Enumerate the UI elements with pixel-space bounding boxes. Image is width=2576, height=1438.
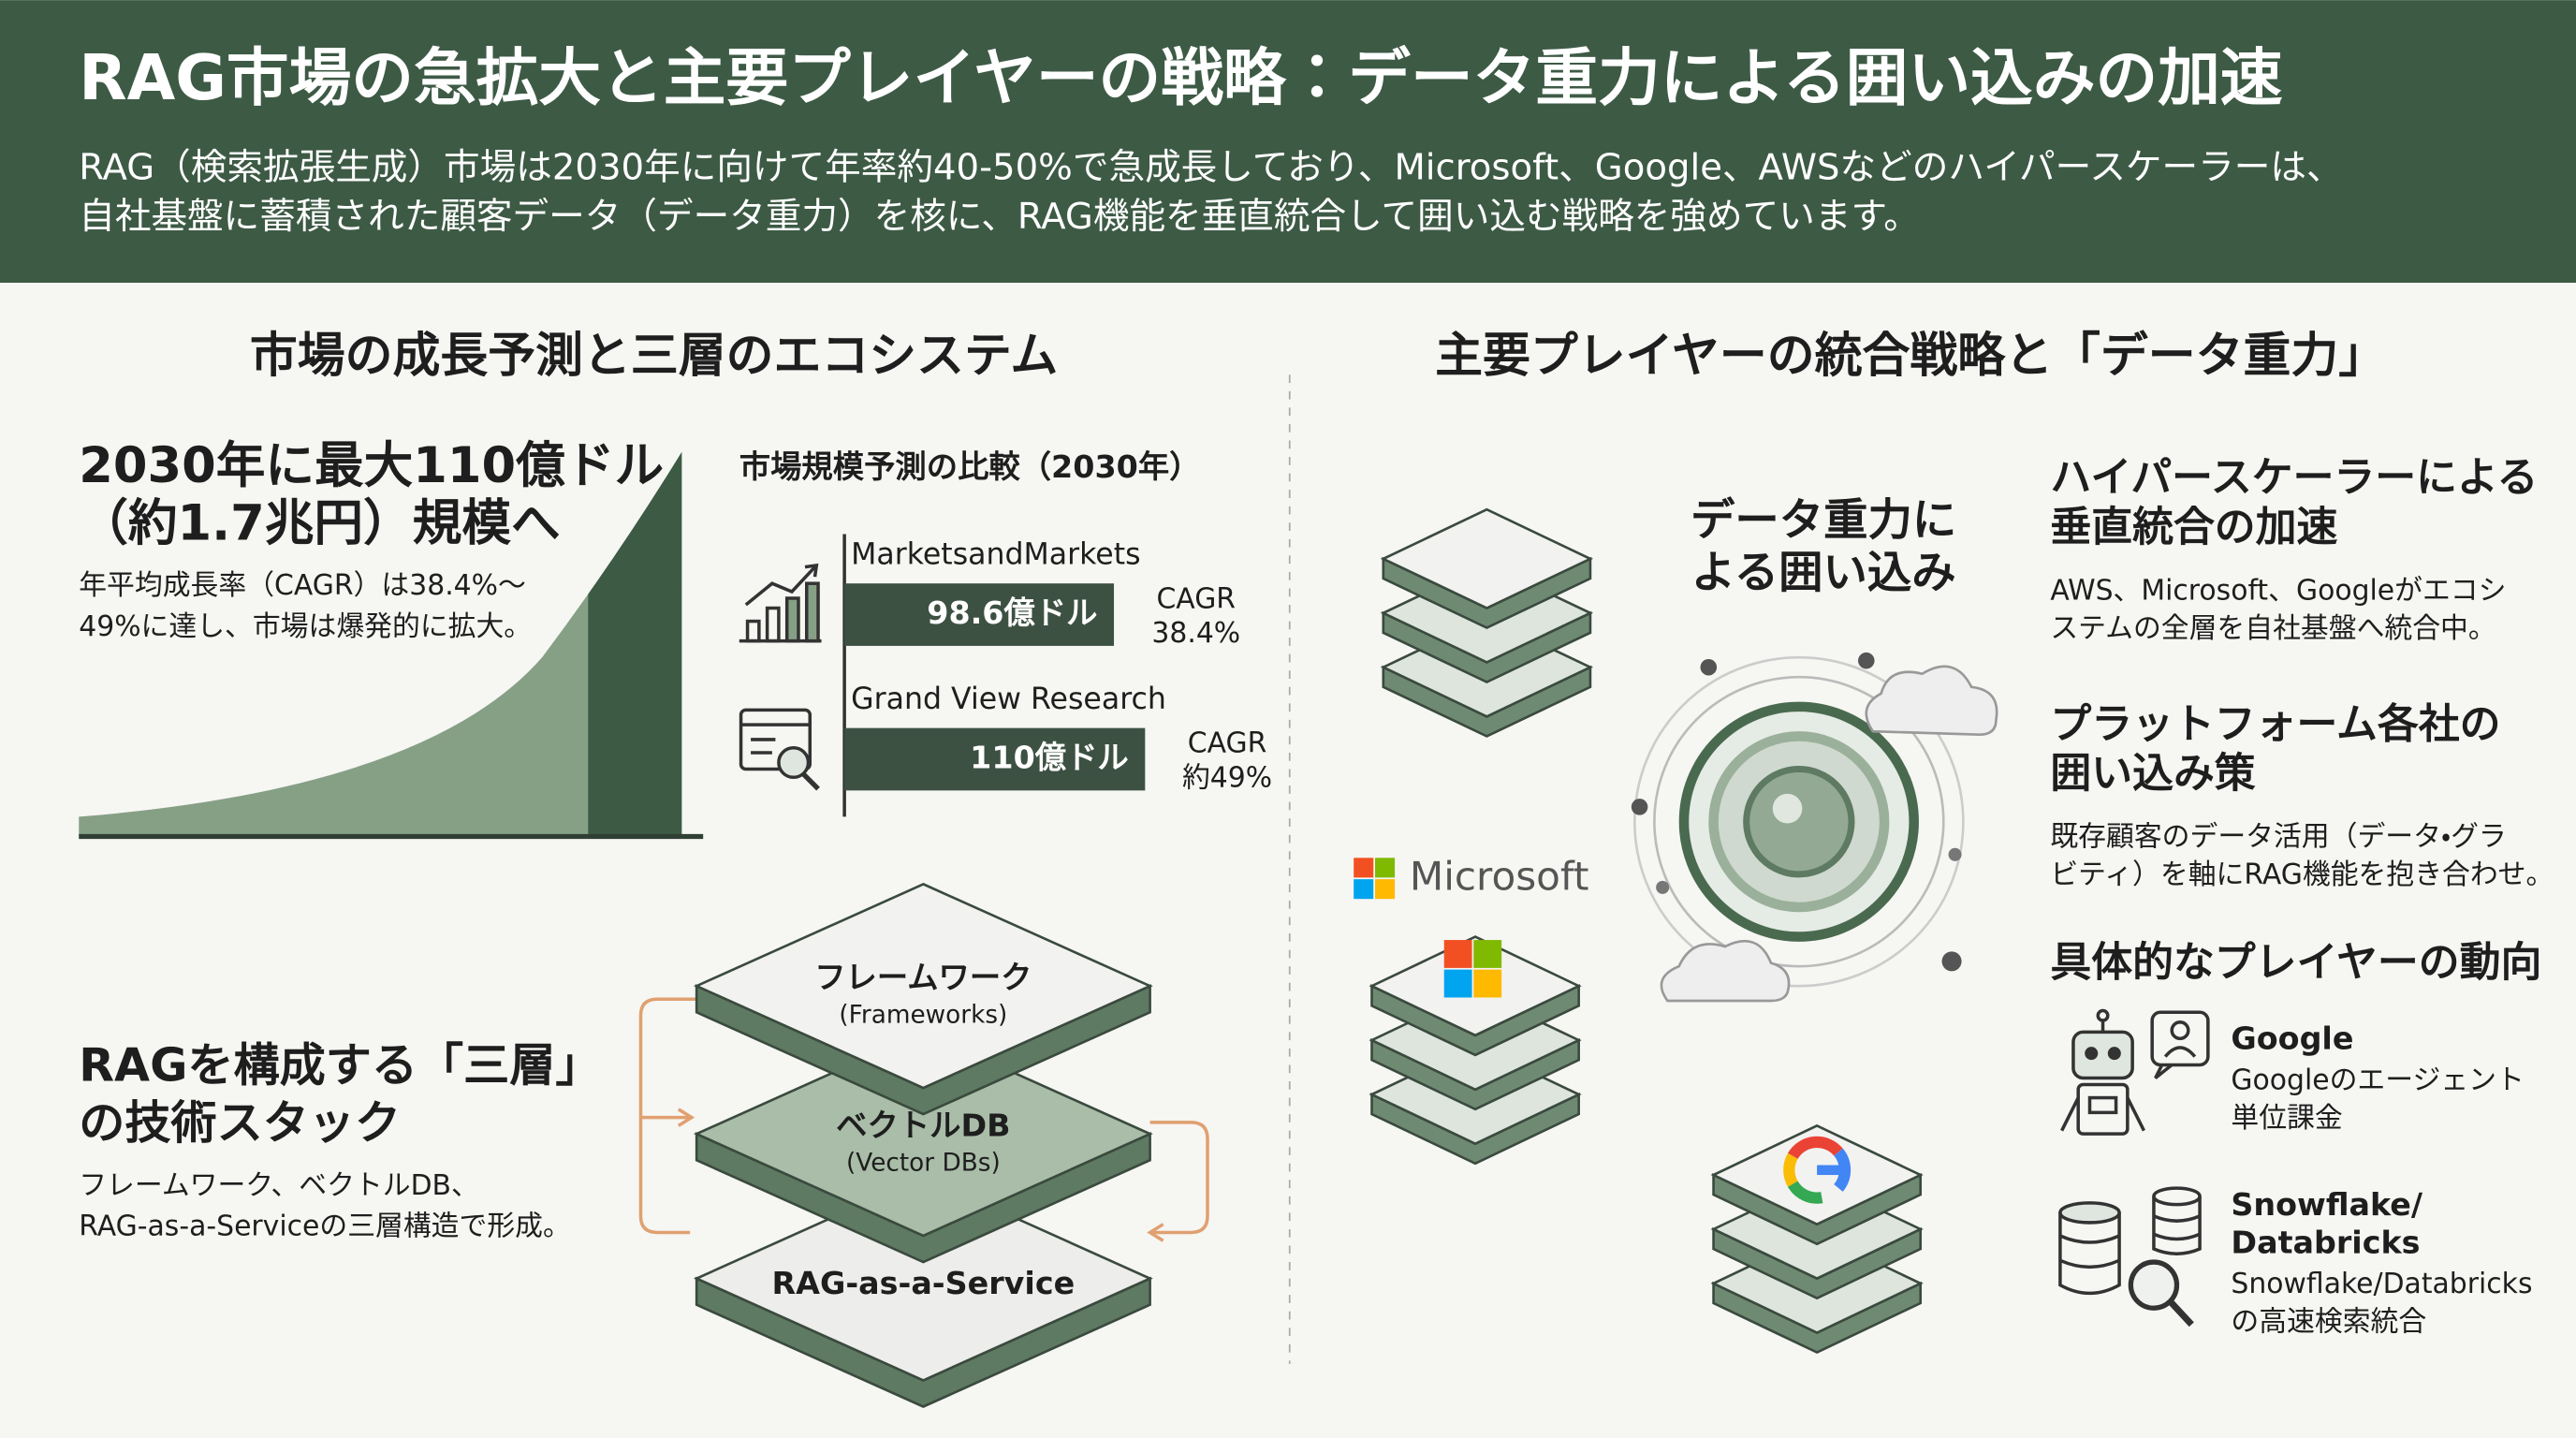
cagr-label: CAGR: [1156, 582, 1236, 615]
logo-text: Microsoft: [1410, 854, 1589, 900]
growth-curve: [79, 451, 682, 835]
section-heading: 市場の成長予測と三層のエコシステム: [250, 329, 1058, 384]
growth-headline: （約1.7兆円）規模へ: [79, 494, 560, 551]
microsoft-logo: [1354, 879, 1374, 900]
robot-icon: [2060, 1008, 2210, 1136]
section-description: AWS、Microsoft、Googleがエコシ: [2050, 574, 2506, 607]
subtitle: RAG（検索拡張生成）市場は2030年に向けて年率約40-50%で急成長しており…: [79, 146, 2342, 188]
cagr-label: 約49%: [1182, 762, 1272, 795]
section-title: 垂直統合の加速: [2050, 503, 2337, 550]
microsoft-logo: [1443, 969, 1472, 998]
stack-layer-top: [693, 1175, 1153, 1382]
stack-layer-top: [693, 1030, 1153, 1238]
section-heading: 主要プレイヤーの統合戦略と「データ重力」: [1435, 329, 2386, 384]
research-icon: [739, 708, 820, 791]
title: RAG市場の急拡大と主要プレイヤーの戦略：データ重力による囲い込みの加速: [79, 41, 2283, 114]
value-label: 98.6億ドル: [927, 594, 1097, 631]
layer-sub: (Frameworks): [839, 1001, 1007, 1029]
bar: [844, 583, 1115, 646]
center-label: データ重力に: [1690, 494, 1956, 546]
subtitle: 自社基盤に蓄積された顧客データ（データ重力）を核に、RAG機能を垂直統合して囲い…: [79, 196, 1920, 238]
center-label: よる囲い込み: [1691, 547, 1956, 598]
section-title: プラットフォーム各社の: [2050, 700, 2500, 748]
database-icon: [2058, 1186, 2202, 1328]
layer-name: ベクトルDB: [836, 1108, 1010, 1144]
microsoft-logo: [1473, 940, 1502, 968]
stack-description: RAG-as-a-Serviceの三層構造で形成。: [79, 1211, 571, 1243]
microsoft-logo: [1354, 858, 1374, 878]
player-description: 単位課金: [2231, 1102, 2342, 1135]
layer-name: フレームワーク: [814, 960, 1032, 996]
section-description: ビティ）を軸にRAG機能を抱き合わせ。: [2050, 858, 2554, 891]
growth-headline: 2030年に最大110億ドル: [79, 437, 664, 494]
player-name: Snowflake/: [2231, 1186, 2422, 1223]
section-title: ハイパースケーラーによる: [2050, 454, 2538, 502]
microsoft-logo: [1473, 969, 1502, 998]
google-logo: [1787, 1181, 1823, 1204]
growth-description: 年平均成長率（CAGR）は38.4%～: [79, 569, 526, 602]
section-description: ステムの全層を自社基盤へ統合中。: [2050, 612, 2496, 645]
value-label: 110億ドル: [970, 739, 1129, 775]
google-logo: [1787, 1136, 1843, 1160]
microsoft-logo: [1375, 858, 1396, 878]
header-band: [0, 0, 2576, 284]
layer-name: RAG-as-a-Service: [772, 1265, 1076, 1301]
microsoft-logo: [1375, 879, 1396, 900]
player-name: Google: [2231, 1020, 2353, 1057]
player-description: Snowflake/Databricks: [2231, 1268, 2532, 1300]
stack-description: フレームワーク、ベクトルDB、: [79, 1169, 479, 1202]
microsoft-logo: [1443, 940, 1472, 968]
stack-layer-top: [693, 882, 1153, 1090]
cagr-label: 38.4%: [1151, 617, 1240, 650]
growth-description: 49%に達し、市場は爆発的に拡大。: [79, 610, 532, 643]
chart-title: 市場規模予測の比較（2030年）: [739, 448, 1201, 485]
cagr-label: CAGR: [1188, 727, 1267, 760]
section-description: 既存顧客のデータ活用（データ・グラ: [2050, 821, 2506, 854]
google-logo: [1783, 1152, 1798, 1187]
stack-headline: の技術スタック: [79, 1095, 401, 1150]
bar: [844, 727, 1146, 791]
category-label: MarketsandMarkets: [851, 537, 1140, 571]
layer-sub: (Vector DBs): [846, 1149, 1001, 1177]
chart-icon: [739, 563, 822, 643]
category-label: Grand View Research: [851, 682, 1166, 716]
google-logo: [1817, 1165, 1845, 1176]
section-title: 囲い込み策: [2050, 750, 2255, 798]
stack-headline: RAGを構成する「三層」: [79, 1037, 601, 1092]
server-top: [1380, 507, 1594, 609]
gravity-graphic: [1631, 652, 1998, 1003]
players-title: 具体的なプレイヤーの動向: [2050, 938, 2541, 986]
player-description: Googleのエージェント: [2231, 1064, 2524, 1097]
player-description: の高速検索統合: [2231, 1306, 2426, 1339]
player-name: Databricks: [2231, 1224, 2420, 1260]
